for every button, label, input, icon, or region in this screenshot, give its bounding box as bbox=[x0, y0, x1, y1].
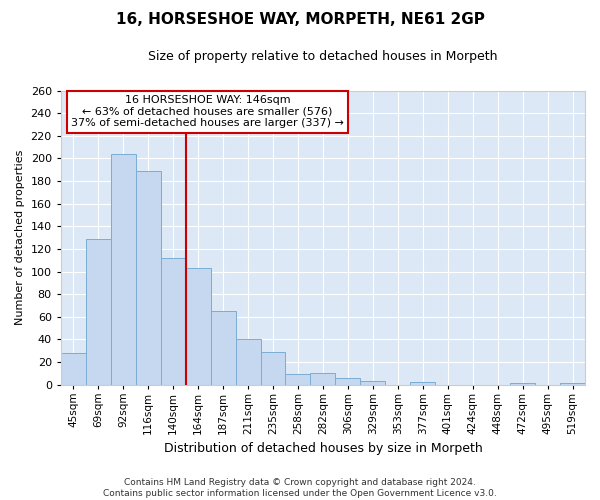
Bar bbox=[211, 311, 236, 384]
Text: Contains HM Land Registry data © Crown copyright and database right 2024.
Contai: Contains HM Land Registry data © Crown c… bbox=[103, 478, 497, 498]
Text: 16, HORSESHOE WAY, MORPETH, NE61 2GP: 16, HORSESHOE WAY, MORPETH, NE61 2GP bbox=[116, 12, 484, 28]
Y-axis label: Number of detached properties: Number of detached properties bbox=[15, 150, 25, 326]
Text: 16 HORSESHOE WAY: 146sqm
← 63% of detached houses are smaller (576)
37% of semi-: 16 HORSESHOE WAY: 146sqm ← 63% of detach… bbox=[71, 95, 344, 128]
Bar bbox=[136, 171, 161, 384]
Bar bbox=[335, 378, 361, 384]
Bar bbox=[86, 238, 111, 384]
Bar bbox=[361, 381, 385, 384]
Bar bbox=[61, 353, 86, 384]
Bar bbox=[161, 258, 185, 384]
Bar bbox=[286, 374, 310, 384]
Bar bbox=[310, 374, 335, 384]
Bar bbox=[236, 340, 260, 384]
Bar bbox=[185, 268, 211, 384]
Bar bbox=[111, 154, 136, 384]
X-axis label: Distribution of detached houses by size in Morpeth: Distribution of detached houses by size … bbox=[164, 442, 482, 455]
Bar bbox=[260, 352, 286, 384]
Bar bbox=[410, 382, 435, 384]
Title: Size of property relative to detached houses in Morpeth: Size of property relative to detached ho… bbox=[148, 50, 497, 63]
